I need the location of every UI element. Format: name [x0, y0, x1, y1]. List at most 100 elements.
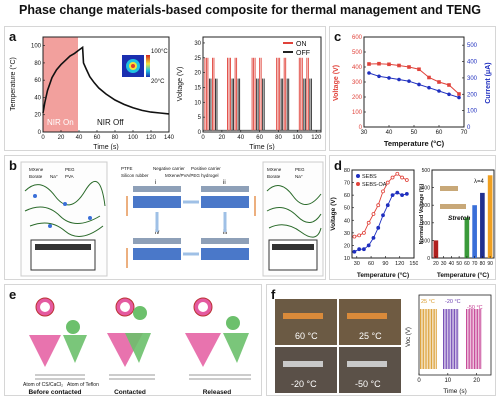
voltage-point [437, 80, 441, 84]
panel-f-label: f [271, 287, 276, 302]
x-axis-tick-label: 60 [464, 261, 470, 267]
x-axis-tick-label: 140 [164, 135, 175, 141]
photo-minus50c: -50 °C [339, 347, 401, 393]
x-axis-tick-label: 20 [473, 378, 480, 384]
legend-mid-positive: Positive carrier [191, 166, 221, 171]
stage-before [29, 297, 87, 380]
y-axis-right-tick-label: 0 [467, 125, 471, 131]
network-right-strands [266, 185, 322, 238]
x-axis-tick-label: 60 [436, 130, 443, 136]
x-axis-tick-label: 120 [395, 261, 404, 267]
y-axis-left-tick-label: 400 [352, 65, 363, 71]
x-axis-label: Temperature (°C) [357, 271, 409, 279]
y-axis-right-tick-label: 400 [467, 60, 478, 66]
figure-title: Phase change materials-based composite f… [19, 3, 481, 17]
photo-strip [347, 361, 387, 367]
y-axis-tick-label: 70 [344, 181, 350, 187]
inset-right-bar [272, 244, 314, 250]
panel-e: e Atom of CS/CaCl₂ Atom of Teflon [4, 284, 262, 396]
stage-released [185, 297, 251, 380]
teng-stack-ii [201, 186, 249, 208]
y-axis-tick-label: 25 [194, 56, 201, 62]
legend-right-borate: Borate [267, 174, 281, 179]
x-axis-tick-label: 80 [480, 261, 486, 267]
voltage-point [367, 62, 371, 66]
chart-d-left: 30 60 90 120 150 10 20 30 40 50 60 70 80 SEBS SEBS-… [330, 168, 418, 279]
y-axis-left-tick-label: 600 [352, 35, 363, 41]
x-axis-tick-label: 60 [256, 135, 263, 141]
x-axis-tick-label: 100 [128, 135, 139, 141]
mechanism-diagram-b: MXene PEG Borate Na⁺ PVA PTFE Negative c… [20, 161, 324, 277]
x-axis-tick-label: 90 [382, 261, 388, 267]
photo-strip [283, 313, 323, 319]
x-axis-tick-label: 150 [409, 261, 418, 267]
network-left-beads [33, 194, 92, 228]
axes-frame [42, 36, 170, 133]
legend-sebs-oa-marker [356, 182, 360, 186]
stage-before-label: Before contacted [28, 389, 81, 396]
x-axis-label: Time (s) [249, 144, 274, 151]
panel-a-label: a [9, 29, 17, 44]
chart-f: 0 10 20 25 °C -20 °C -50 °C Time (s) Voc (… [406, 294, 492, 395]
legend-sebs-label: SEBS [362, 174, 377, 180]
stage-ii: ii [223, 180, 226, 186]
series-point [371, 235, 376, 240]
x-axis-tick-label: 20 [58, 135, 65, 141]
y-axis-tick-label: 200 [422, 221, 431, 227]
series-point [362, 247, 366, 252]
colorbar-max: 100°C [151, 49, 168, 55]
y-axis-tick-label: 40 [34, 95, 41, 101]
panel-d-label: d [334, 158, 342, 173]
axes-frame [363, 36, 465, 128]
series-point [371, 212, 376, 216]
legend-mid-silicon: Silicon rubber [121, 173, 149, 178]
y-axis-tick-label: 30 [344, 231, 350, 237]
contact-diagram-e: Atom of CS/CaCl₂ Atom of Teflon Before c… [23, 297, 251, 396]
legend-on-label: ON [296, 41, 307, 48]
y-axis-tick-label: 15 [194, 85, 201, 91]
panel-b-label: b [9, 158, 17, 173]
legend-sebs-oa-label: SEBS-OA [362, 182, 387, 188]
series-point [390, 175, 395, 180]
legend-off-label: OFF [296, 50, 310, 57]
series-point [385, 180, 390, 185]
series-point [357, 247, 362, 252]
series-point [404, 178, 409, 182]
nir-off-label: NIR Off [97, 118, 124, 127]
lambda-annotation: λ=4 [474, 179, 485, 185]
series-point [400, 193, 404, 198]
legend-mid-hydrogel: MXene/PVA/PEG hydrogel [165, 173, 218, 178]
x-axis-tick-label: 60 [368, 261, 374, 267]
legend-left-peg: PEG [65, 167, 75, 172]
series-point [385, 203, 390, 208]
y-axis-tick-label: 20 [194, 71, 201, 77]
series-point [366, 243, 371, 248]
panel-c: c 30 40 50 60 70 0 100 200 300 400 500 600 0 100 200… [329, 26, 496, 151]
x-axis-label: Time (s) [443, 388, 467, 395]
series-point [352, 249, 357, 254]
series-minus50c-label: -50 °C [467, 305, 483, 311]
x-axis-label: Temperature (°C) [384, 139, 445, 148]
current-point [427, 85, 431, 90]
chart-c: 30 40 50 60 70 0 100 200 300 400 500 600 0 100 200 30… [333, 35, 492, 148]
stretch-annotation: Stretch [448, 215, 470, 222]
x-axis-tick-label: 40 [386, 130, 393, 136]
series-point [366, 220, 371, 225]
panel-c-label: c [334, 29, 342, 44]
bar [464, 217, 470, 258]
y-axis-tick-label: 5 [198, 115, 202, 121]
nir-on-label: NIR On [47, 118, 74, 127]
y-axis-tick-label: 60 [34, 78, 41, 84]
legend-right-na: Na⁺ [295, 174, 304, 179]
y-axis-right-tick-label: 200 [467, 92, 478, 98]
x-axis-tick-label: 40 [237, 135, 244, 141]
photo-25c-label: 25 °C [359, 331, 382, 341]
y-axis-tick-label: 30 [194, 41, 201, 47]
panel-e-label: e [9, 287, 17, 302]
current-point [367, 71, 371, 75]
colorbar-min: 20°C [151, 79, 165, 85]
x-axis-tick-label: 20 [433, 261, 439, 267]
y-axis-tick-label: 10 [194, 100, 201, 106]
bar [487, 175, 493, 258]
y-axis-right-label: Current (μA) [485, 62, 492, 103]
